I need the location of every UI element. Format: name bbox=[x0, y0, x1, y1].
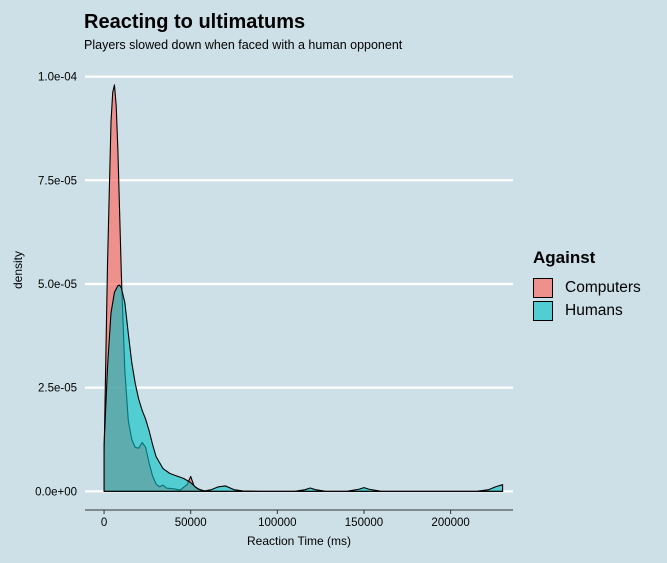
y-tick-label-0: 0.0e+00 bbox=[35, 486, 77, 498]
legend-swatch-humans bbox=[533, 300, 553, 321]
legend-label-humans: Humans bbox=[565, 301, 623, 319]
y-tick-label-4: 1.0e-04 bbox=[38, 72, 78, 84]
x-tick-label-1: 50000 bbox=[175, 517, 207, 529]
chart-title: Reacting to ultimatums bbox=[84, 11, 306, 33]
y-tick-label-3: 7.5e-05 bbox=[38, 175, 77, 187]
x-tick-label-4: 200000 bbox=[431, 517, 469, 529]
x-tick-label-3: 150000 bbox=[345, 517, 383, 529]
chart-subtitle: Players slowed down when faced with a hu… bbox=[84, 38, 403, 52]
x-tick-label-0: 0 bbox=[101, 517, 107, 529]
density-area-computers bbox=[103, 84, 504, 492]
legend-label-computers: Computers bbox=[565, 278, 641, 296]
y-tick-label-2: 5.0e-05 bbox=[38, 279, 77, 291]
legend-title: Against bbox=[533, 248, 596, 267]
density-area-humans bbox=[103, 284, 504, 492]
legend: Against Computers Humans bbox=[533, 248, 641, 322]
legend-item-humans: Humans bbox=[533, 299, 641, 322]
y-axis-title: density bbox=[11, 251, 25, 289]
x-axis-title: Reaction Time (ms) bbox=[247, 534, 351, 548]
legend-swatch-computers bbox=[533, 277, 553, 298]
legend-item-computers: Computers bbox=[533, 276, 641, 299]
x-tick-label-2: 100000 bbox=[258, 517, 296, 529]
y-tick-label-1: 2.5e-05 bbox=[38, 383, 77, 395]
